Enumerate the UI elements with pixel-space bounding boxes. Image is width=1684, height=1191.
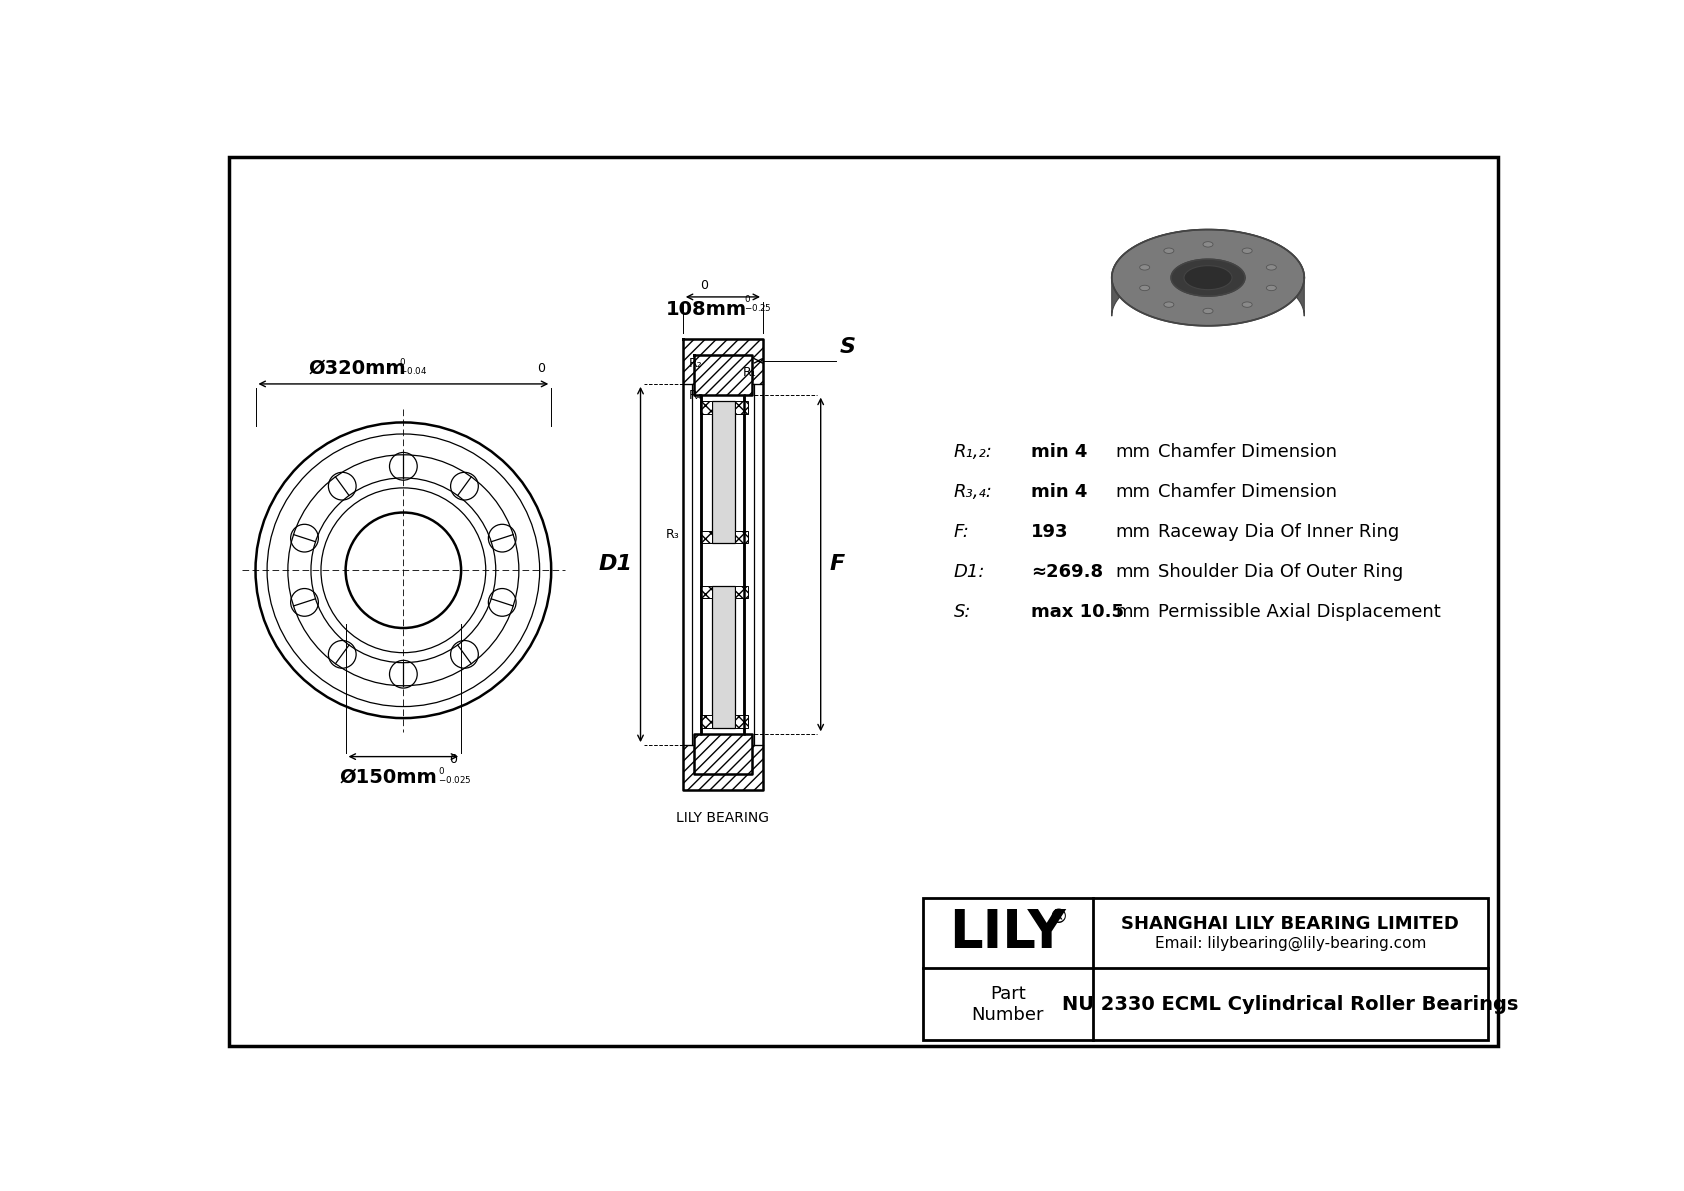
Bar [736, 716, 748, 728]
Text: Chamfer Dimension: Chamfer Dimension [1159, 484, 1337, 501]
Text: $^{0}_{-0.04}$: $^{0}_{-0.04}$ [399, 357, 428, 378]
Bar [701, 394, 744, 735]
Text: mm: mm [1115, 443, 1150, 461]
Text: R₁,₂:: R₁,₂: [953, 443, 994, 461]
Bar [736, 531, 748, 543]
Polygon shape [1111, 230, 1305, 326]
Text: ≈269.8: ≈269.8 [1031, 563, 1103, 581]
Bar [684, 339, 763, 384]
Ellipse shape [1266, 264, 1276, 270]
Ellipse shape [1243, 301, 1253, 307]
Text: LILY BEARING: LILY BEARING [677, 811, 770, 825]
Text: Part
Number: Part Number [972, 985, 1044, 1023]
Text: S:: S: [953, 604, 972, 622]
Text: max 10.5: max 10.5 [1031, 604, 1123, 622]
Text: $^{0}_{-0.025}$: $^{0}_{-0.025}$ [438, 767, 472, 787]
Text: min 4: min 4 [1031, 443, 1088, 461]
Text: mm: mm [1115, 563, 1150, 581]
Text: Ø150mm: Ø150mm [338, 767, 436, 786]
Text: R₄: R₄ [689, 389, 702, 403]
Text: Email: lilybearing@lily-bearing.com: Email: lilybearing@lily-bearing.com [1155, 936, 1426, 952]
Ellipse shape [1243, 248, 1253, 254]
Text: 0: 0 [450, 753, 458, 766]
Text: Chamfer Dimension: Chamfer Dimension [1159, 443, 1337, 461]
Bar [736, 401, 748, 413]
Text: F:: F: [953, 523, 970, 541]
Text: 0: 0 [699, 280, 707, 292]
Text: min 4: min 4 [1031, 484, 1088, 501]
Text: NU 2330 ECML Cylindrical Roller Bearings: NU 2330 ECML Cylindrical Roller Bearings [1063, 994, 1519, 1014]
Text: mm: mm [1115, 484, 1150, 501]
Text: 193: 193 [1031, 523, 1068, 541]
Text: $^{0}_{-0.25}$: $^{0}_{-0.25}$ [744, 295, 773, 316]
Text: LILY: LILY [950, 906, 1066, 959]
Text: Raceway Dia Of Inner Ring: Raceway Dia Of Inner Ring [1159, 523, 1399, 541]
Text: D1:: D1: [953, 563, 985, 581]
Text: R₂: R₂ [689, 357, 702, 370]
Text: R₁: R₁ [743, 366, 756, 379]
Text: 0: 0 [537, 362, 546, 375]
Bar [701, 716, 712, 728]
Ellipse shape [1164, 248, 1174, 254]
Text: R₃,₄:: R₃,₄: [953, 484, 994, 501]
Text: mm: mm [1115, 604, 1150, 622]
Bar [923, 898, 1489, 1040]
Bar [701, 586, 712, 598]
Text: SHANGHAI LILY BEARING LIMITED: SHANGHAI LILY BEARING LIMITED [1122, 915, 1460, 933]
Text: ®: ® [1047, 908, 1068, 927]
Text: D1: D1 [600, 555, 633, 574]
Text: F: F [830, 555, 845, 574]
Ellipse shape [1184, 266, 1233, 289]
Bar [712, 586, 736, 728]
Bar [694, 735, 753, 774]
Ellipse shape [1164, 301, 1174, 307]
Text: Shoulder Dia Of Outer Ring: Shoulder Dia Of Outer Ring [1159, 563, 1403, 581]
Bar [694, 355, 753, 394]
Text: R₃: R₃ [667, 528, 680, 541]
Bar [712, 401, 736, 543]
Text: S: S [840, 337, 855, 357]
Bar [701, 531, 712, 543]
Bar [701, 401, 712, 413]
Ellipse shape [1202, 242, 1212, 247]
Polygon shape [1111, 230, 1305, 316]
Text: mm: mm [1115, 523, 1150, 541]
Ellipse shape [1140, 286, 1150, 291]
Text: 108mm: 108mm [665, 300, 746, 319]
Bar [684, 746, 763, 790]
Text: Ø320mm: Ø320mm [308, 358, 406, 378]
Ellipse shape [1202, 308, 1212, 313]
Polygon shape [1170, 260, 1244, 297]
Text: Permissible Axial Displacement: Permissible Axial Displacement [1159, 604, 1442, 622]
Ellipse shape [1140, 264, 1150, 270]
Ellipse shape [1266, 286, 1276, 291]
Bar [736, 586, 748, 598]
